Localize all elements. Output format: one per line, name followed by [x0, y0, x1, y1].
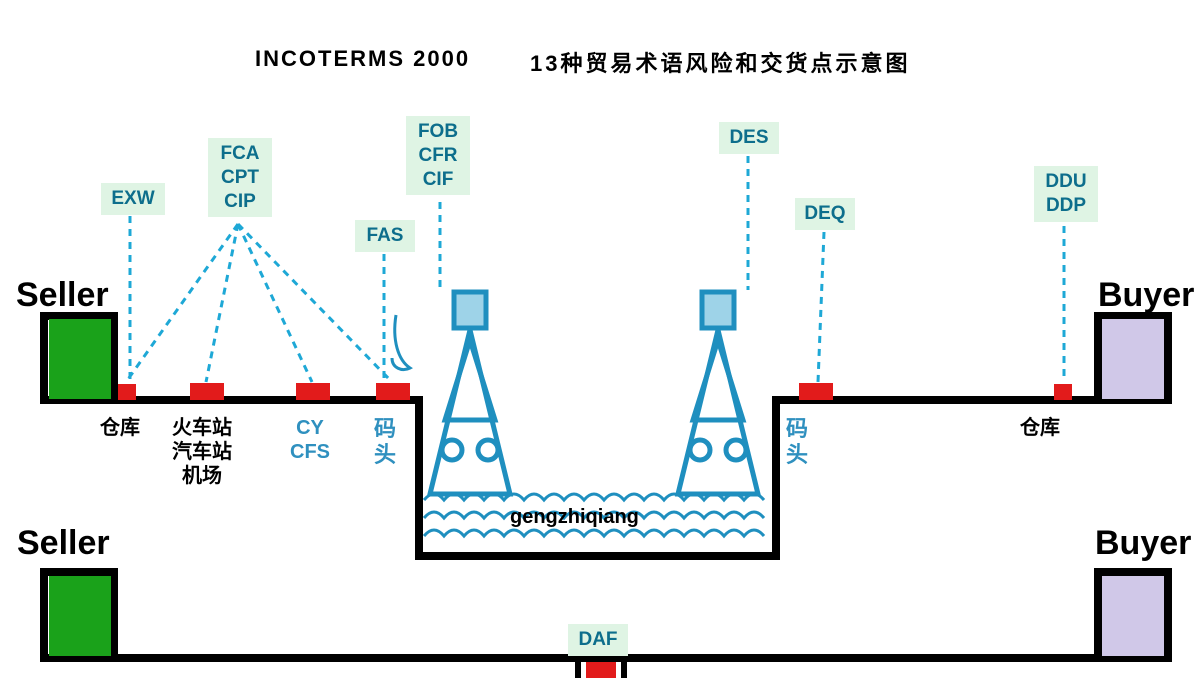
term-fca-cpt-cip: FCA CPT CIP — [208, 138, 272, 217]
marker-dock-left — [376, 383, 410, 400]
buyer-label-top: Buyer — [1098, 276, 1194, 315]
buyer-label-bottom: Buyer — [1095, 524, 1191, 563]
marker-cy — [296, 383, 330, 400]
marker-dock-right — [799, 383, 833, 400]
loc-station: 火车站 汽车站 机场 — [172, 416, 232, 488]
seller-label-bottom: Seller — [17, 524, 110, 563]
loc-buyer-warehouse: 仓库 — [1020, 416, 1060, 440]
title-right: 13种贸易术语风险和交货点示意图 — [530, 46, 910, 78]
loc-cy-cfs: CY CFS — [290, 416, 330, 464]
marker-buyer-wh — [1054, 384, 1072, 400]
title-left: INCOTERMS 2000 — [255, 46, 470, 72]
term-des: DES — [719, 122, 779, 154]
term-ddu-ddp: DDU DDP — [1034, 166, 1098, 222]
loc-dock-right: 码 头 — [786, 416, 808, 469]
seller-block-bottom — [49, 576, 111, 656]
term-fob-cfr-cif: FOB CFR CIF — [406, 116, 470, 195]
marker-station — [190, 383, 224, 400]
watermark-text: gengzhiqiang — [510, 505, 639, 529]
loc-dock-left: 码 头 — [374, 416, 396, 469]
term-exw: EXW — [101, 183, 165, 215]
marker-daf — [586, 662, 616, 678]
term-deq: DEQ — [795, 198, 855, 230]
buyer-block-top — [1102, 319, 1164, 399]
buyer-block-bottom — [1102, 576, 1164, 656]
term-daf: DAF — [568, 624, 628, 656]
marker-exw — [118, 384, 136, 400]
seller-label-top: Seller — [16, 276, 109, 315]
seller-block-top — [49, 319, 111, 399]
term-fas: FAS — [355, 220, 415, 252]
diagram-svg — [0, 0, 1204, 685]
loc-seller-warehouse: 仓库 — [100, 416, 140, 440]
diagram-stage: INCOTERMS 2000 13种贸易术语风险和交货点示意图 — [0, 0, 1204, 685]
